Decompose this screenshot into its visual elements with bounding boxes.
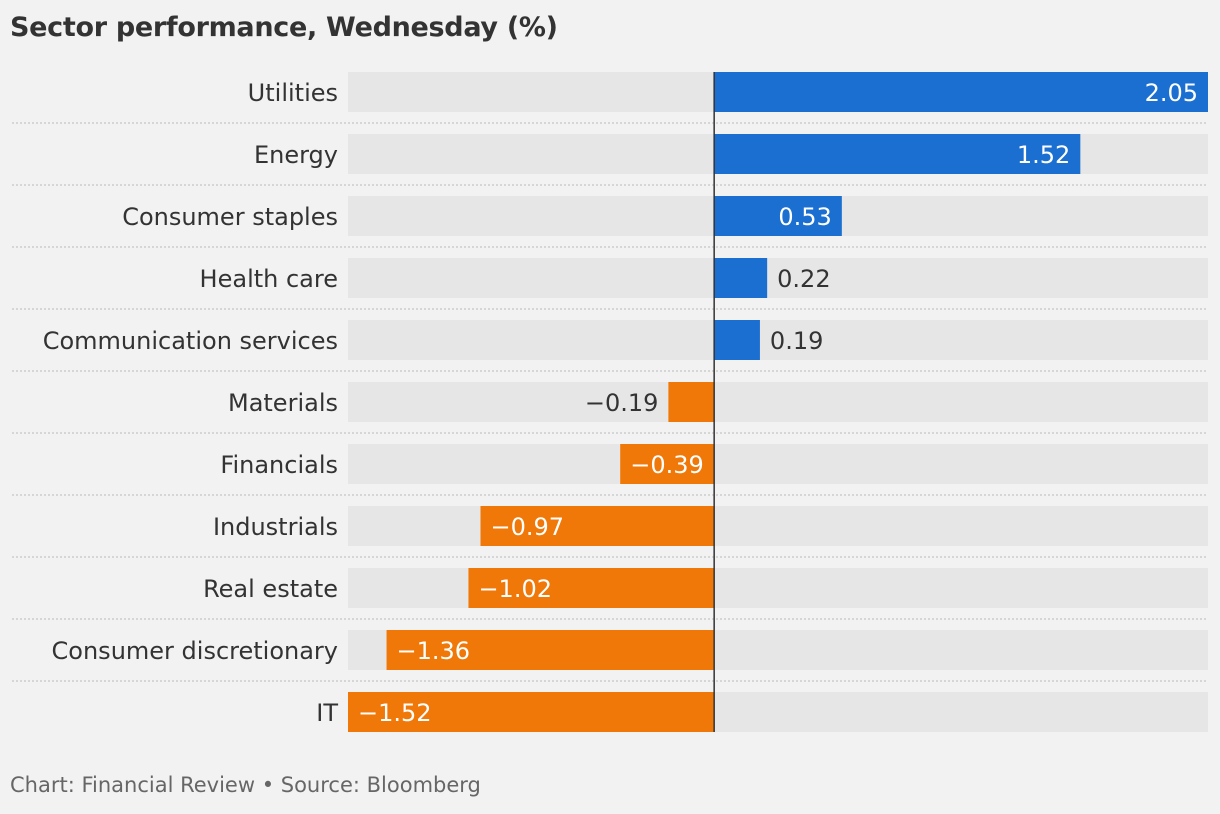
value-label: 1.52: [1017, 141, 1070, 169]
chart-row: Consumer discretionary −1.36: [12, 630, 1208, 682]
value-label: 0.53: [778, 203, 831, 231]
value-label: 0.19: [770, 327, 823, 355]
value-label: −0.39: [630, 451, 704, 479]
bar: [348, 692, 715, 732]
bar: [620, 444, 715, 484]
bar-track: [348, 382, 1208, 422]
chart-row: Financials −0.39: [12, 444, 1208, 496]
chart-row: IT −1.52: [316, 692, 1208, 732]
value-label: −0.19: [585, 389, 659, 417]
chart-row: Utilities 2.05: [12, 72, 1208, 124]
value-label: −1.52: [358, 699, 432, 727]
value-label: 2.05: [1145, 79, 1198, 107]
bar: [714, 196, 842, 236]
value-label: −1.36: [397, 637, 471, 665]
chart-credit: Chart: Financial Review • Source: Bloomb…: [10, 773, 481, 797]
category-label: Health care: [200, 265, 338, 293]
bar: [468, 568, 715, 608]
chart-row: Energy 1.52: [12, 134, 1208, 186]
value-label: −0.97: [490, 513, 564, 541]
category-label: Utilities: [248, 79, 338, 107]
category-label: Financials: [220, 451, 338, 479]
chart-title: Sector performance, Wednesday (%): [10, 12, 558, 43]
category-label: Real estate: [203, 575, 338, 603]
category-label: IT: [316, 699, 338, 727]
chart-row: Industrials −0.97: [12, 506, 1208, 558]
bar-track: [348, 320, 1208, 360]
category-label: Materials: [228, 389, 338, 417]
bar: [714, 72, 1208, 112]
chart-row: Materials −0.19: [12, 382, 1208, 434]
category-label: Communication services: [43, 327, 338, 355]
category-label: Consumer discretionary: [52, 637, 338, 665]
bar: [668, 382, 715, 422]
chart-row: Communication services 0.19: [12, 320, 1208, 372]
category-label: Industrials: [213, 513, 338, 541]
chart-row: Health care 0.22: [12, 258, 1208, 310]
bar-track: [348, 506, 1208, 546]
bar: [714, 258, 768, 298]
category-label: Consumer staples: [122, 203, 338, 231]
bar-track: [348, 444, 1208, 484]
bar: [714, 320, 760, 360]
bar-track: [348, 258, 1208, 298]
value-label: 0.22: [777, 265, 830, 293]
bar-chart: Utilities 2.05 Energy 1.52 Consumer staples 0…: [12, 72, 1208, 732]
bar: [714, 134, 1081, 174]
bar: [386, 630, 715, 670]
bar: [480, 506, 715, 546]
chart-rows: Utilities 2.05 Energy 1.52 Consumer staples 0…: [12, 72, 1208, 732]
category-label: Energy: [254, 141, 338, 169]
chart-row: Real estate −1.02: [12, 568, 1208, 620]
value-label: −1.02: [478, 575, 552, 603]
chart-row: Consumer staples 0.53: [12, 196, 1208, 248]
